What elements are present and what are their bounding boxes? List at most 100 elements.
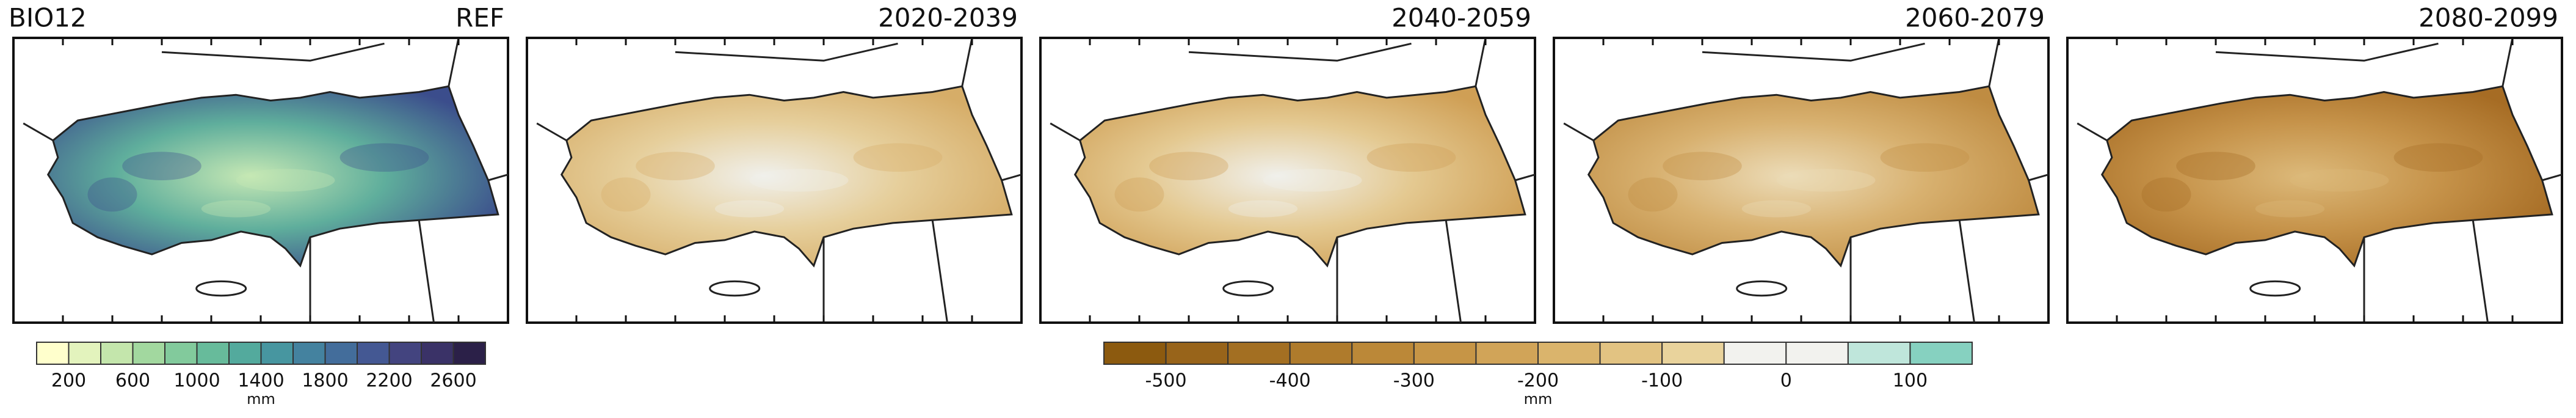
border-line	[931, 220, 948, 323]
border-line	[2077, 122, 2108, 142]
texture-blob	[853, 143, 943, 172]
colorbar-box	[1289, 342, 1353, 365]
border-line	[1445, 220, 1462, 323]
colorbar-tick-label: 2200	[366, 370, 412, 392]
colorbar-box	[357, 342, 390, 365]
colorbar-tick-label: 1000	[173, 370, 220, 392]
country-shape	[1587, 85, 2040, 268]
texture-blob	[1149, 152, 1228, 180]
texture-blob	[339, 143, 429, 172]
panel-right-label: 2040-2059	[1391, 3, 1531, 33]
border-line	[1702, 42, 1925, 62]
colorbar-unit: mm	[1524, 391, 1553, 408]
colorbar-box	[36, 342, 70, 365]
colorbar-box	[1475, 342, 1539, 365]
island	[709, 280, 761, 297]
texture-blob	[601, 177, 651, 212]
texture-blob	[1114, 177, 1164, 212]
map-panel	[1039, 37, 1536, 324]
border-line	[1001, 174, 1022, 182]
panel-right-label: REF	[455, 3, 504, 33]
panel-left-label: BIO12	[9, 3, 87, 33]
colorbar-box	[228, 342, 262, 365]
island	[1736, 280, 1788, 297]
border-line	[23, 122, 54, 142]
border-line	[161, 42, 385, 62]
texture-blob	[1741, 200, 1812, 218]
texture-blob	[1366, 143, 1456, 172]
colorbar-box	[1103, 342, 1167, 365]
texture-blob	[636, 152, 715, 180]
colorbar-box	[132, 342, 165, 365]
border-line	[2502, 37, 2514, 87]
colorbar-box	[388, 342, 422, 365]
country-shape	[46, 85, 499, 268]
border-line	[1563, 122, 1594, 142]
colorbar-box	[196, 342, 230, 365]
country-shape	[560, 85, 1013, 268]
texture-blob	[1228, 200, 1298, 218]
border-line	[418, 220, 435, 323]
panel-right-label: 2080-2099	[2418, 3, 2558, 33]
map-panel	[12, 37, 509, 324]
texture-blob	[2290, 169, 2389, 192]
colorbar-box	[1599, 342, 1663, 365]
texture-blob	[749, 169, 849, 192]
country-shape	[1073, 85, 1526, 268]
colorbar-box	[1351, 342, 1415, 365]
border-line	[2028, 174, 2049, 182]
texture-blob	[122, 152, 201, 180]
colorbar-tick-label: -400	[1269, 370, 1311, 392]
colorbar-tick-label: 200	[51, 370, 86, 392]
colorbar-box	[260, 342, 294, 365]
colorbar-box	[1537, 342, 1601, 365]
map-panel	[2066, 37, 2563, 324]
texture-blob	[2176, 152, 2255, 180]
colorbar-tick-label: 600	[115, 370, 150, 392]
colorbar-box	[68, 342, 101, 365]
texture-blob	[1263, 169, 1362, 192]
texture-blob	[2255, 200, 2325, 218]
colorbar-tick-label: 1400	[238, 370, 284, 392]
colorbar-tick-label: 100	[1893, 370, 1928, 392]
border-line	[2215, 42, 2439, 62]
colorbar-box	[1661, 342, 1725, 365]
colorbar-tick-label: -300	[1393, 370, 1435, 392]
texture-blob	[2141, 177, 2191, 212]
texture-blob	[1663, 152, 1742, 180]
colorbar-box	[1165, 342, 1229, 365]
texture-blob	[236, 169, 335, 192]
colorbar-box	[324, 342, 358, 365]
texture-blob	[2393, 143, 2483, 172]
colorbar-box	[421, 342, 454, 365]
border-line	[2542, 174, 2563, 182]
country-shape	[2100, 85, 2553, 268]
border-line	[1515, 174, 1536, 182]
border-line	[488, 174, 509, 182]
colorbar-box	[1785, 342, 1849, 365]
colorbar-tick-label: -200	[1517, 370, 1559, 392]
colorbar-box	[1847, 342, 1911, 365]
texture-blob	[1776, 169, 1876, 192]
colorbar-box	[1909, 342, 1973, 365]
border-line	[1988, 37, 2000, 87]
island	[2249, 280, 2301, 297]
colorbar-box	[292, 342, 326, 365]
colorbar-tick-label: 0	[1780, 370, 1792, 392]
border-line	[2472, 220, 2489, 323]
colorbar-tick-label: -500	[1145, 370, 1187, 392]
colorbar-tick-label: -100	[1641, 370, 1683, 392]
colorbar-box	[452, 342, 486, 365]
colorbar-box	[1723, 342, 1787, 365]
border-line	[675, 42, 898, 62]
island	[1222, 280, 1274, 297]
panel-right-label: 2060-2079	[1905, 3, 2045, 33]
border-line	[961, 37, 973, 87]
colorbar-tick-label: 1800	[302, 370, 348, 392]
texture-blob	[201, 200, 271, 218]
texture-blob	[87, 177, 137, 212]
texture-blob	[1880, 143, 1970, 172]
colorbar-unit: mm	[247, 391, 275, 408]
colorbar-box	[164, 342, 198, 365]
